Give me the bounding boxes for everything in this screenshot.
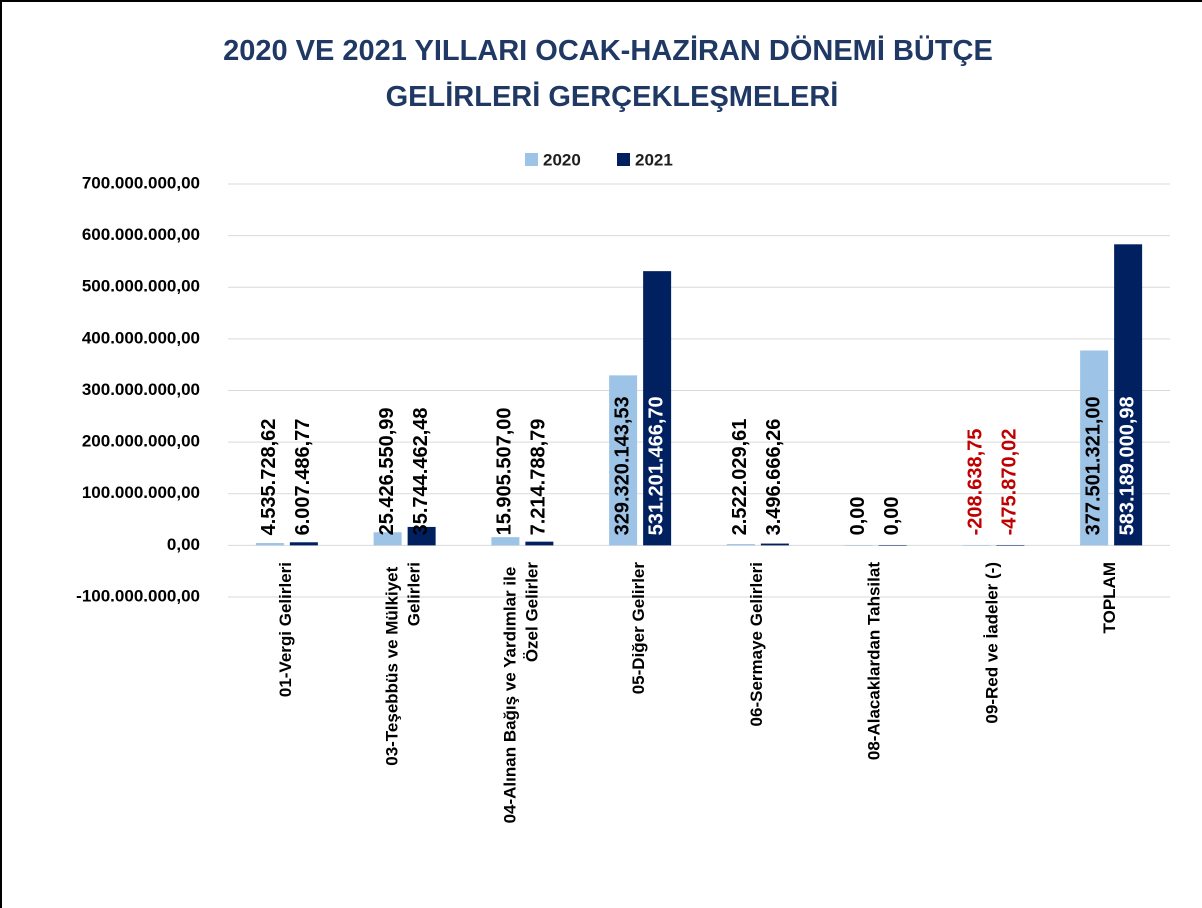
data-label: 583.189.000,98 <box>1116 396 1138 535</box>
bar <box>726 544 755 546</box>
y-tick-label: 200.000.000,00 <box>82 432 200 451</box>
y-tick-label: 600.000.000,00 <box>82 225 200 244</box>
data-label: 377.501.321,00 <box>1082 396 1104 535</box>
bar <box>962 545 991 546</box>
chart-title: 2020 VE 2021 YILLARI OCAK-HAZİRAN DÖNEMİ… <box>223 34 1001 113</box>
bar <box>878 545 907 546</box>
data-label: 0,00 <box>881 496 903 535</box>
bar <box>373 532 402 546</box>
y-tick-label: 400.000.000,00 <box>82 328 200 347</box>
data-label: 15.905.507,00 <box>494 407 516 535</box>
bar <box>289 542 318 546</box>
bar <box>525 541 554 546</box>
legend-swatch <box>525 153 538 166</box>
x-tick-label: 08-Alacaklardan Tahsilat <box>865 562 884 760</box>
y-tick-label: 300.000.000,00 <box>82 380 200 399</box>
data-label: 4.535.728,62 <box>258 419 280 536</box>
y-tick-label: -100.000.000,00 <box>76 586 200 605</box>
legend-label: 2020 <box>543 150 581 169</box>
bar <box>609 375 638 546</box>
data-label: 329.320.143,53 <box>611 396 633 535</box>
x-tick-label: TOPLAM <box>1101 562 1120 633</box>
y-tick-label: 700.000.000,00 <box>82 173 200 192</box>
bar <box>760 543 789 546</box>
x-tick-label: 04-Alınan Bağış ve Yardımlar ile Özel Ge… <box>501 562 542 824</box>
data-label: 35.744.462,48 <box>410 407 432 535</box>
data-label: -208.638,75 <box>965 429 987 536</box>
bar <box>407 526 436 546</box>
bar <box>1080 350 1109 546</box>
x-tick-label: 06-Sermaye Gelirleri <box>747 562 766 726</box>
legend-swatch <box>617 153 630 166</box>
legend-label: 2021 <box>635 150 673 169</box>
data-label: 6.007.486,77 <box>292 419 314 536</box>
bar <box>1114 244 1143 546</box>
bar <box>643 271 672 546</box>
bar <box>844 545 873 546</box>
data-label: 7.214.788,79 <box>528 419 550 536</box>
x-tick-label: 09-Red ve İadeler (-) <box>983 562 1002 724</box>
data-label: 25.426.550,99 <box>376 407 398 535</box>
y-tick-label: 100.000.000,00 <box>82 483 200 502</box>
data-label: 2.522.029,61 <box>729 419 751 536</box>
data-label: -475.870,02 <box>999 429 1021 536</box>
data-label: 0,00 <box>847 496 869 535</box>
y-tick-label: 0,00 <box>167 535 200 554</box>
x-tick-label: 05-Diğer Gelirler <box>630 562 649 695</box>
data-label: 3.496.666,26 <box>763 419 785 536</box>
bar <box>491 537 520 546</box>
y-tick-label: 500.000.000,00 <box>82 277 200 296</box>
bar <box>996 545 1025 546</box>
bar <box>255 543 284 546</box>
data-label: 531.201.466,70 <box>645 396 667 535</box>
x-tick-label: 01-Vergi Gelirleri <box>276 562 295 697</box>
x-tick-label: 03-Teşebbüs ve Mülkiyet Gelirleri <box>383 562 424 766</box>
